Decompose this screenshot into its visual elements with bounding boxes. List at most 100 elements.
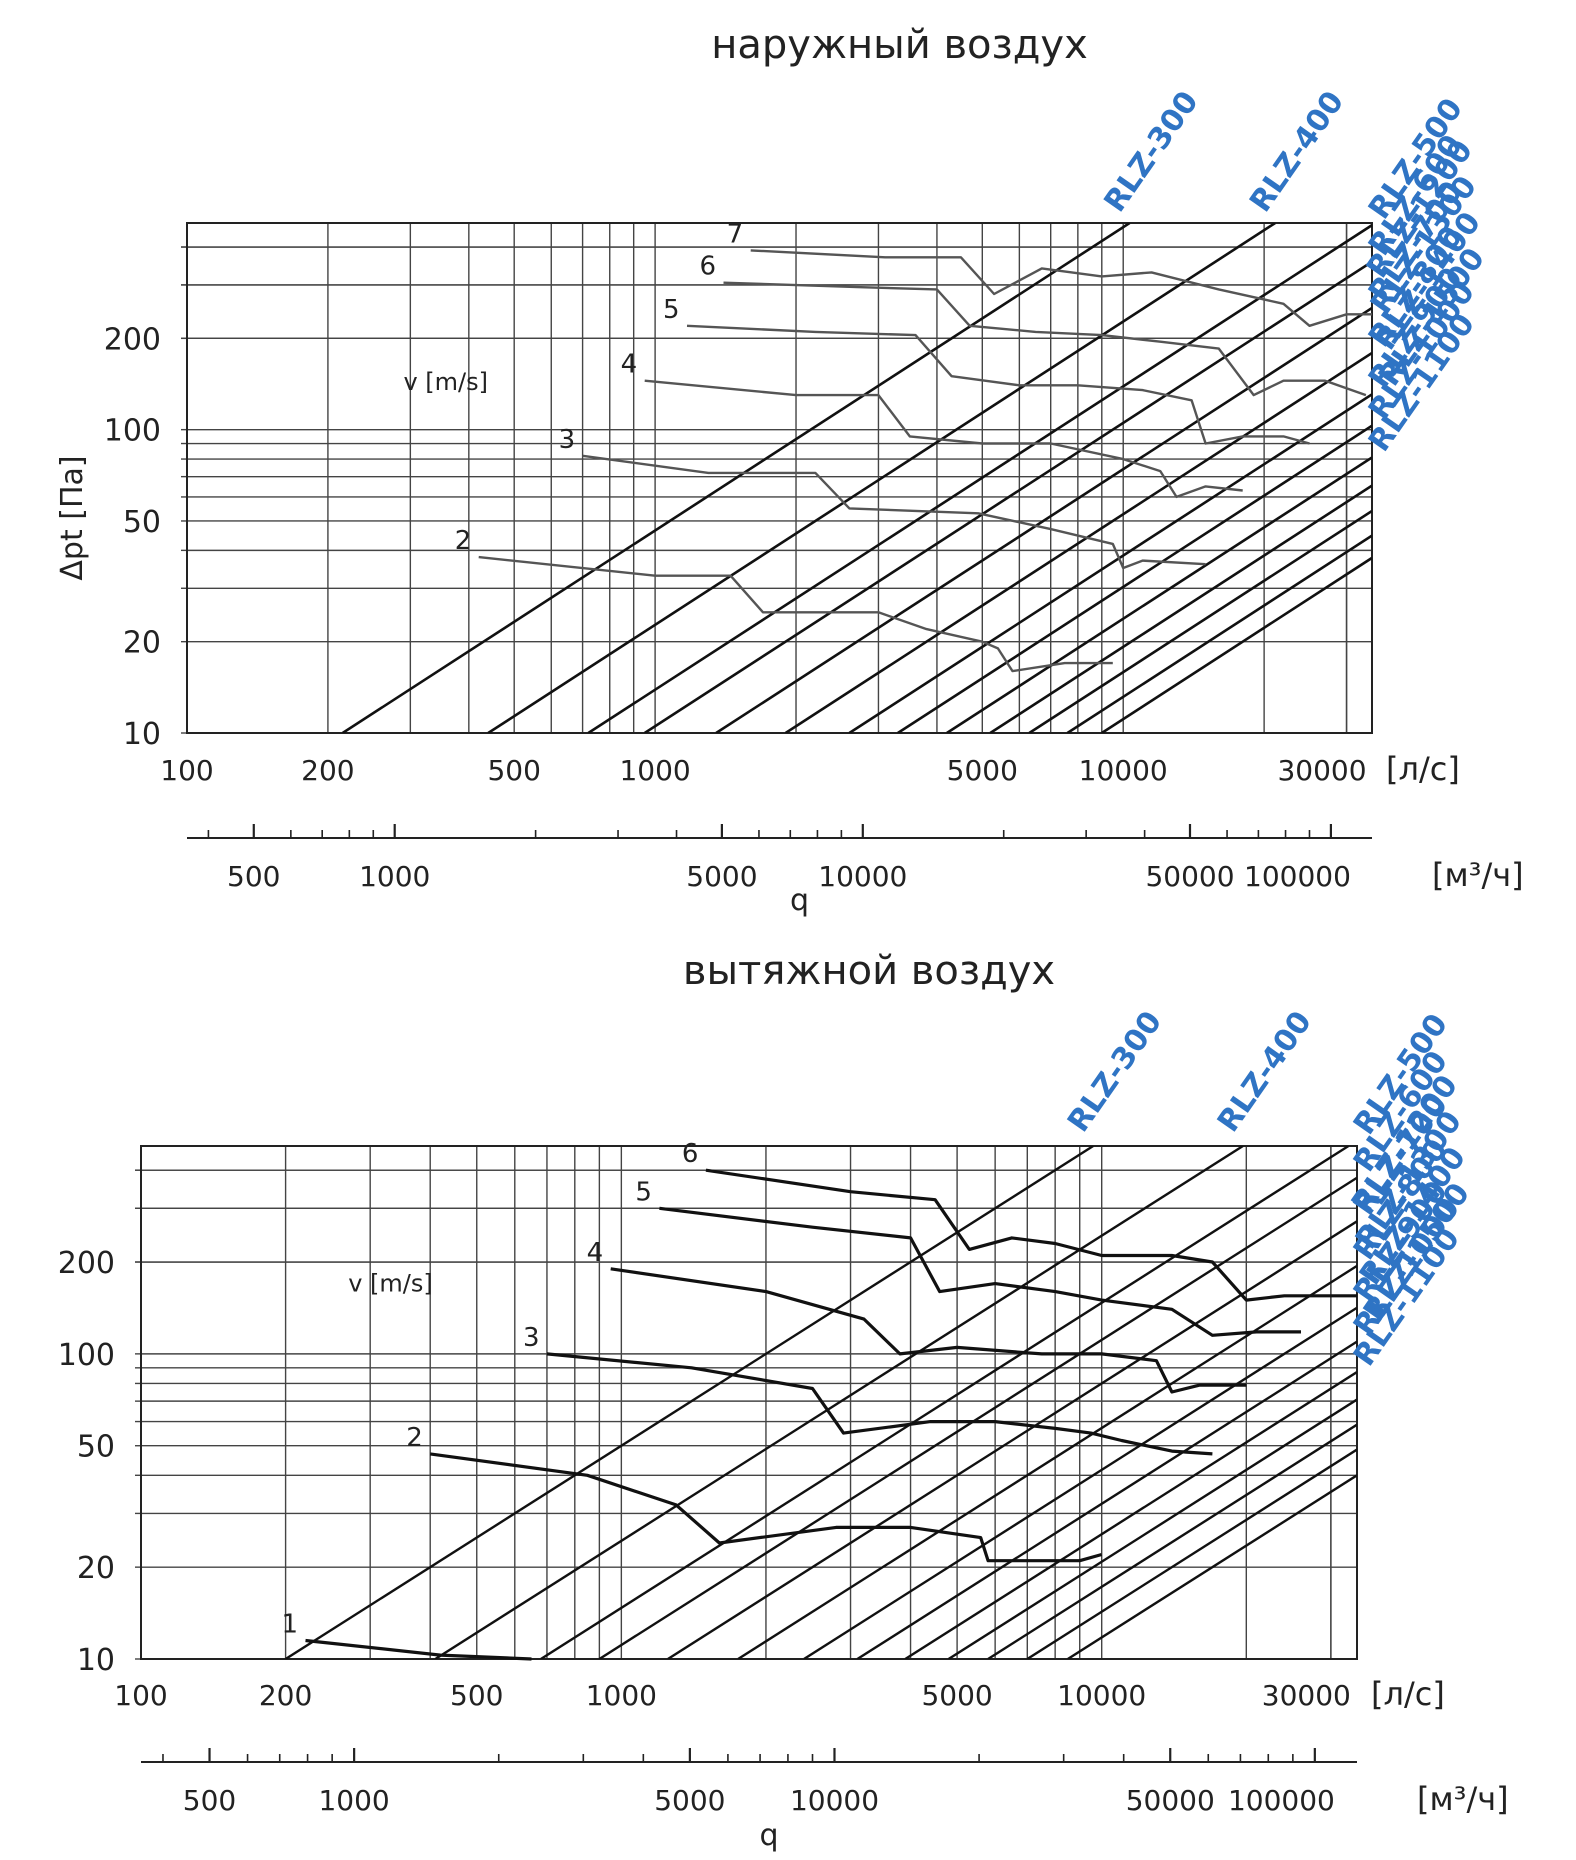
- model-line: [284, 1146, 1094, 1659]
- velocity-curve-6: [705, 1168, 1357, 1302]
- velocity-label: 3: [559, 425, 576, 455]
- x2-tick-label: 100000: [1228, 1784, 1335, 1817]
- y-tick-label: 200: [104, 322, 161, 357]
- model-line: [598, 1176, 1357, 1659]
- x-tick-label: 10000: [1079, 754, 1168, 787]
- velocity-curve-7: [750, 249, 1372, 327]
- velocity-curve-4: [610, 1267, 1247, 1394]
- x-tick-label: 200: [259, 1679, 312, 1712]
- x2-tick-label: 500: [227, 860, 280, 893]
- y-tick-label: 50: [77, 1430, 115, 1465]
- x2-tick-label: 5000: [686, 860, 757, 893]
- x2-tick-label: 1000: [359, 860, 430, 893]
- model-line: [856, 1340, 1357, 1659]
- x-tick-label: 30000: [1262, 1679, 1351, 1712]
- y-tick-label: 100: [104, 414, 161, 449]
- model-line: [587, 224, 1372, 733]
- x-tick-label: 5000: [921, 1679, 992, 1712]
- y-tick-label: 100: [58, 1338, 115, 1373]
- model-line: [1101, 556, 1372, 733]
- velocity-curve-6: [723, 281, 1367, 397]
- x2-tick-label: 5000: [654, 1784, 725, 1817]
- velocity-curve-3: [546, 1352, 1213, 1456]
- x-axis-label: q: [790, 883, 809, 918]
- x-tick-label: 500: [487, 754, 540, 787]
- x2-tick-label: 1000: [318, 1784, 389, 1817]
- x-tick-label: 1000: [586, 1679, 657, 1712]
- x-tick-label: 100: [160, 754, 213, 787]
- velocity-label: 6: [682, 1139, 699, 1169]
- velocity-curve-4: [644, 379, 1243, 499]
- velocity-annotation: v [m/s]: [348, 1270, 433, 1298]
- model-line: [946, 456, 1372, 733]
- velocity-label: 1: [281, 1609, 298, 1639]
- velocity-curve-2: [478, 555, 1113, 673]
- x-tick-label: 30000: [1277, 754, 1366, 787]
- y-tick-label: 10: [77, 1643, 115, 1678]
- x-unit-secondary: [м³/ч]: [1417, 1780, 1509, 1818]
- velocity-curve-1: [305, 1638, 532, 1661]
- plot-frame: [140, 1145, 1358, 1660]
- velocity-label: 5: [663, 295, 680, 325]
- velocity-label: 6: [700, 252, 717, 282]
- model-line: [947, 1398, 1357, 1659]
- model-line: [341, 223, 1131, 733]
- velocity-curve-5: [686, 324, 1310, 445]
- model-line: [1066, 534, 1372, 733]
- chart-title: наружный воздух: [711, 22, 1088, 68]
- model-line: [737, 1264, 1357, 1659]
- model-line: [643, 260, 1372, 733]
- x2-tick-label: 100000: [1244, 860, 1351, 893]
- x-unit-primary: [л/с]: [1386, 750, 1460, 788]
- x2-tick-label: 500: [183, 1784, 236, 1817]
- model-label: RLZ-300: [1061, 1005, 1169, 1139]
- x-axis-label: q: [759, 1818, 778, 1853]
- model-line: [434, 1146, 1244, 1659]
- velocity-curve-5: [659, 1206, 1301, 1337]
- model-line: [1028, 509, 1372, 733]
- model-line: [987, 1423, 1357, 1659]
- model-line: [803, 1306, 1357, 1659]
- velocity-label: 3: [523, 1323, 540, 1353]
- model-line: [784, 351, 1372, 733]
- x-tick-label: 1000: [619, 754, 690, 787]
- x-tick-label: 5000: [947, 754, 1018, 787]
- y-tick-label: 20: [77, 1551, 115, 1586]
- model-line: [848, 393, 1372, 733]
- x-tick-label: 200: [301, 754, 354, 787]
- model-line: [904, 1371, 1357, 1659]
- x-unit-primary: [л/с]: [1371, 1675, 1445, 1713]
- y-tick-label: 10: [123, 717, 161, 752]
- plot-frame: [186, 222, 1373, 734]
- x2-tick-label: 10000: [790, 1784, 879, 1817]
- y-tick-label: 50: [123, 505, 161, 540]
- model-label: RLZ-400: [1243, 85, 1351, 219]
- model-label: RLZ-400: [1211, 1005, 1319, 1139]
- velocity-label: 5: [635, 1177, 652, 1207]
- model-line: [487, 223, 1276, 733]
- chart-title: вытяжной воздух: [683, 948, 1055, 994]
- velocity-label: 4: [621, 350, 638, 380]
- x-tick-label: 500: [450, 1679, 503, 1712]
- model-line: [897, 424, 1372, 733]
- model-line: [1026, 1448, 1357, 1659]
- model-line: [715, 306, 1372, 733]
- x-unit-secondary: [м³/ч]: [1432, 856, 1524, 894]
- x2-tick-label: 10000: [818, 860, 907, 893]
- velocity-curve-2: [429, 1452, 1103, 1563]
- y-axis-label: Δpt [Па]: [55, 455, 90, 580]
- model-line: [1067, 1474, 1357, 1659]
- velocity-label: 7: [727, 219, 744, 249]
- velocity-label: 2: [455, 526, 472, 556]
- x2-tick-label: 50000: [1145, 860, 1234, 893]
- model-line: [540, 1146, 1350, 1659]
- model-line: [989, 484, 1372, 733]
- velocity-label: 2: [406, 1423, 423, 1453]
- velocity-curve-3: [582, 454, 1206, 570]
- x-tick-label: 100: [114, 1679, 167, 1712]
- x-tick-label: 10000: [1057, 1679, 1146, 1712]
- velocity-label: 4: [587, 1238, 604, 1268]
